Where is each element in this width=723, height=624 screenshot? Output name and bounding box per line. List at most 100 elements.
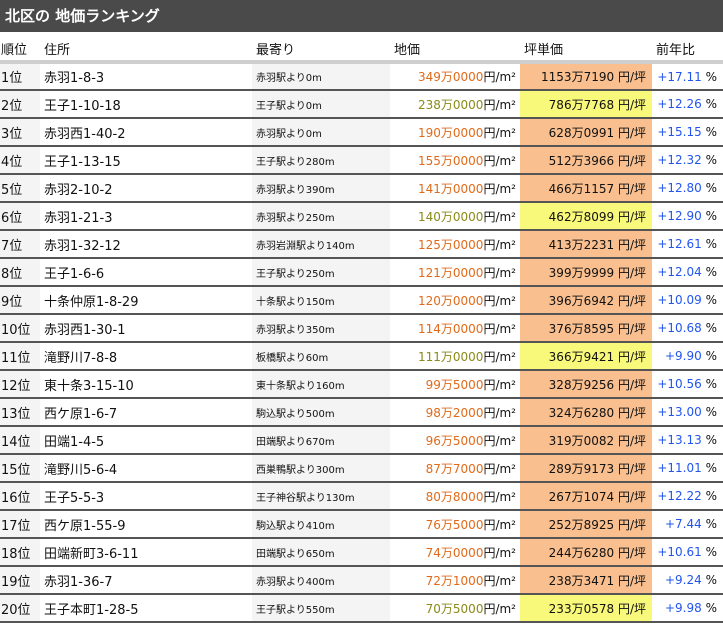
change-cell: +12.32 % (652, 146, 723, 175)
price-value: 76万5000 (425, 517, 484, 532)
price-value: 87万7000 (425, 461, 484, 476)
tsubo-cell: 462万8099 円/坪 (520, 202, 652, 231)
price-unit: 円/m² (483, 545, 516, 560)
address-cell: 西ケ原1-6-7 (40, 398, 252, 427)
change-value: +12.22 (657, 489, 702, 503)
tsubo-cell: 238万3471 円/坪 (520, 566, 652, 595)
address-cell: 滝野川7-8-8 (40, 342, 252, 371)
change-cell: +12.22 % (652, 482, 723, 511)
address-cell: 赤羽1-36-7 (40, 566, 252, 595)
station-cell: 王子駅より250m (252, 258, 390, 287)
change-cell: +10.61 % (652, 538, 723, 567)
address-cell: 王子5-5-3 (40, 482, 252, 511)
rank-cell: 8位 (0, 258, 40, 287)
price-unit: 円/m² (483, 433, 516, 448)
change-value: +12.26 (657, 97, 702, 111)
tsubo-unit: 円/坪 (617, 293, 646, 308)
percent-unit: % (705, 293, 717, 307)
price-unit: 円/m² (483, 405, 516, 420)
tsubo-value: 328万9256 (548, 377, 615, 392)
tsubo-value: 252万8925 (548, 517, 615, 532)
address-cell: 王子1-13-15 (40, 146, 252, 175)
price-cell: 111万0000円/m² (390, 342, 520, 371)
tsubo-unit: 円/坪 (617, 601, 646, 616)
price-cell: 125万0000円/m² (390, 230, 520, 259)
change-cell: +12.80 % (652, 174, 723, 203)
price-unit: 円/m² (483, 153, 516, 168)
tsubo-cell: 319万0082 円/坪 (520, 426, 652, 455)
rank-cell: 13位 (0, 398, 40, 427)
tsubo-value: 319万0082 (548, 433, 615, 448)
station-cell: 赤羽駅より400m (252, 566, 390, 595)
station-cell: 西巣鴨駅より300m (252, 454, 390, 483)
price-cell: 114万0000円/m² (390, 314, 520, 343)
tsubo-unit: 円/坪 (617, 265, 646, 280)
rank-cell: 6位 (0, 202, 40, 231)
price-unit: 円/m² (483, 70, 516, 84)
station-cell: 田端駅より670m (252, 426, 390, 455)
station-cell: 駒込駅より410m (252, 510, 390, 539)
change-value: +10.68 (657, 321, 702, 335)
change-value: +9.90 (664, 349, 702, 363)
change-value: +9.24 (664, 573, 702, 587)
rank-cell: 3位 (0, 118, 40, 147)
price-value: 141万0000 (418, 181, 484, 196)
change-cell: +12.90 % (652, 202, 723, 231)
change-cell: +9.24 % (652, 566, 723, 595)
station-cell: 東十条駅より160m (252, 370, 390, 399)
page-title: 北区の 地価ランキング (0, 0, 723, 32)
price-cell: 74万0000円/m² (390, 538, 520, 567)
header-change: 前年比 (652, 32, 723, 64)
tsubo-cell: 396万6942 円/坪 (520, 286, 652, 315)
change-value: +10.09 (657, 293, 702, 307)
price-cell: 190万0000円/m² (390, 118, 520, 147)
price-unit: 円/m² (483, 97, 516, 112)
price-unit: 円/m² (483, 209, 516, 224)
rank-cell: 12位 (0, 370, 40, 399)
address-cell: 赤羽西1-40-2 (40, 118, 252, 147)
percent-unit: % (705, 181, 717, 195)
station-cell: 板橋駅より60m (252, 342, 390, 371)
header-rank: 順位 (0, 32, 40, 64)
header-station: 最寄り (252, 32, 390, 64)
tsubo-unit: 円/坪 (617, 70, 646, 84)
rank-cell: 2位 (0, 90, 40, 119)
tsubo-value: 233万0578 (548, 601, 615, 616)
price-value: 190万0000 (418, 125, 484, 140)
table-row: 6位 赤羽1-21-3 赤羽駅より250m 140万0000円/m² 462万8099 … (0, 202, 723, 231)
percent-unit: % (705, 265, 717, 279)
percent-unit: % (705, 97, 717, 111)
change-value: +10.56 (657, 377, 702, 391)
price-value: 96万5000 (425, 433, 484, 448)
tsubo-cell: 512万3966 円/坪 (520, 146, 652, 175)
table-row: 9位 十条仲原1-8-29 十条駅より150m 120万0000円/m² 396万694… (0, 286, 723, 315)
tsubo-unit: 円/坪 (617, 573, 646, 588)
address-cell: 十条仲原1-8-29 (40, 286, 252, 315)
table-row: 14位 田端1-4-5 田端駅より670m 96万5000円/m² 319万0082 円… (0, 426, 723, 455)
percent-unit: % (705, 237, 717, 251)
tsubo-value: 376万8595 (548, 321, 615, 336)
price-cell: 120万0000円/m² (390, 286, 520, 315)
tsubo-cell: 267万1074 円/坪 (520, 482, 652, 511)
station-cell: 王子駅より280m (252, 146, 390, 175)
price-value: 140万0000 (418, 209, 484, 224)
change-cell: +12.61 % (652, 230, 723, 259)
price-value: 120万0000 (418, 293, 484, 308)
change-cell: +13.00 % (652, 398, 723, 427)
rank-cell: 7位 (0, 230, 40, 259)
percent-unit: % (705, 209, 717, 223)
change-value: +13.00 (657, 405, 702, 419)
tsubo-cell: 252万8925 円/坪 (520, 510, 652, 539)
address-cell: 王子本町1-28-5 (40, 594, 252, 623)
address-cell: 田端1-4-5 (40, 426, 252, 455)
table-row: 4位 王子1-13-15 王子駅より280m 155万0000円/m² 512万3966… (0, 146, 723, 175)
change-value: +17.11 (657, 69, 702, 84)
tsubo-unit: 円/坪 (617, 349, 646, 364)
tsubo-value: 399万9999 (548, 265, 615, 280)
percent-unit: % (705, 321, 717, 335)
price-value: 238万0000 (418, 97, 484, 112)
table-row: 3位 赤羽西1-40-2 赤羽駅より0m 190万0000円/m² 628万0991 円… (0, 118, 723, 147)
tsubo-value: 244万6280 (548, 545, 615, 560)
table-row: 19位 赤羽1-36-7 赤羽駅より400m 72万1000円/m² 238万3471 … (0, 566, 723, 595)
tsubo-unit: 円/坪 (617, 377, 646, 392)
